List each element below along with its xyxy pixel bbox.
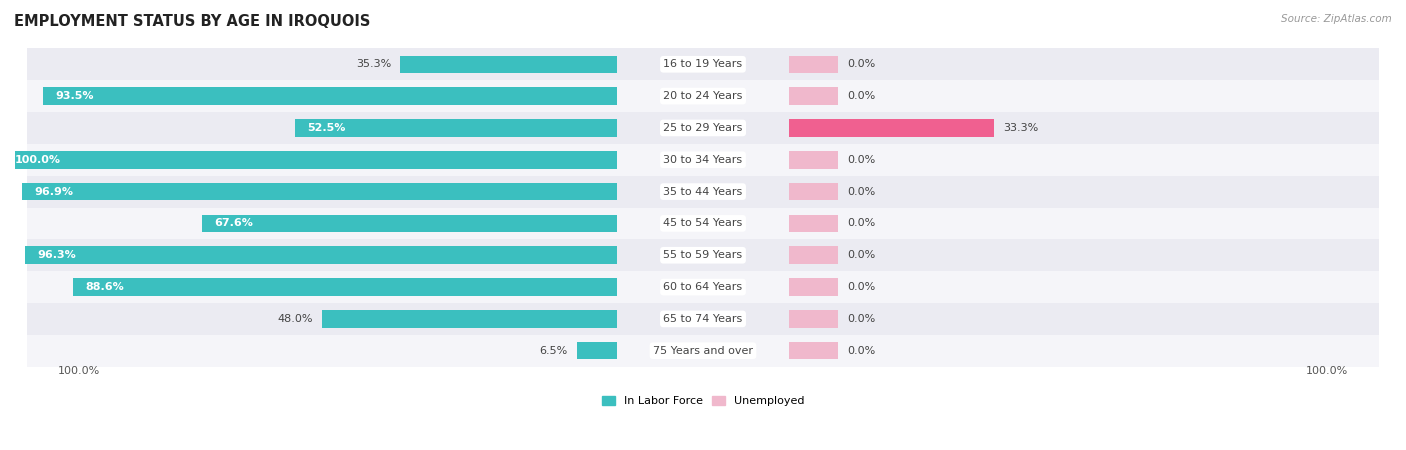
Text: 33.3%: 33.3% xyxy=(1002,123,1038,133)
Bar xyxy=(21,183,617,200)
Bar xyxy=(27,80,1379,112)
Text: 0.0%: 0.0% xyxy=(848,282,876,292)
Text: EMPLOYMENT STATUS BY AGE IN IROQUOIS: EMPLOYMENT STATUS BY AGE IN IROQUOIS xyxy=(14,14,370,28)
Text: 88.6%: 88.6% xyxy=(84,282,124,292)
Bar xyxy=(27,239,1379,271)
Bar xyxy=(27,207,1379,239)
Bar xyxy=(789,151,838,168)
Bar xyxy=(27,335,1379,367)
Bar xyxy=(401,55,617,73)
Bar xyxy=(294,119,617,137)
Bar xyxy=(27,303,1379,335)
Text: 35.3%: 35.3% xyxy=(356,59,391,69)
Bar xyxy=(789,55,838,73)
Text: 20 to 24 Years: 20 to 24 Years xyxy=(664,91,742,101)
Text: 65 to 74 Years: 65 to 74 Years xyxy=(664,314,742,324)
Bar xyxy=(25,247,617,264)
Text: 0.0%: 0.0% xyxy=(848,218,876,229)
Text: 96.3%: 96.3% xyxy=(38,250,76,260)
Text: 0.0%: 0.0% xyxy=(848,59,876,69)
Text: 75 Years and over: 75 Years and over xyxy=(652,346,754,356)
Bar xyxy=(3,151,617,168)
Text: 100.0%: 100.0% xyxy=(58,366,100,376)
Text: 0.0%: 0.0% xyxy=(848,187,876,197)
Text: 6.5%: 6.5% xyxy=(540,346,568,356)
Text: 0.0%: 0.0% xyxy=(848,91,876,101)
Bar xyxy=(789,342,838,360)
Text: 93.5%: 93.5% xyxy=(55,91,93,101)
Bar xyxy=(789,247,838,264)
Bar xyxy=(27,271,1379,303)
Text: 55 to 59 Years: 55 to 59 Years xyxy=(664,250,742,260)
Bar xyxy=(27,112,1379,144)
Text: 30 to 34 Years: 30 to 34 Years xyxy=(664,155,742,165)
Bar xyxy=(27,176,1379,207)
Bar xyxy=(27,48,1379,80)
Text: 0.0%: 0.0% xyxy=(848,314,876,324)
Text: 16 to 19 Years: 16 to 19 Years xyxy=(664,59,742,69)
Bar xyxy=(789,310,838,328)
Text: Source: ZipAtlas.com: Source: ZipAtlas.com xyxy=(1281,14,1392,23)
Bar xyxy=(789,215,838,232)
Text: 100.0%: 100.0% xyxy=(15,155,60,165)
Text: 100.0%: 100.0% xyxy=(1306,366,1348,376)
Text: 0.0%: 0.0% xyxy=(848,250,876,260)
Bar xyxy=(576,342,617,360)
Bar xyxy=(27,144,1379,176)
Text: 45 to 54 Years: 45 to 54 Years xyxy=(664,218,742,229)
Text: 48.0%: 48.0% xyxy=(277,314,314,324)
Text: 0.0%: 0.0% xyxy=(848,346,876,356)
Bar xyxy=(789,87,838,105)
Bar xyxy=(322,310,617,328)
Legend: In Labor Force, Unemployed: In Labor Force, Unemployed xyxy=(598,391,808,410)
Bar xyxy=(789,183,838,200)
Text: 60 to 64 Years: 60 to 64 Years xyxy=(664,282,742,292)
Bar xyxy=(73,278,617,296)
Bar xyxy=(42,87,617,105)
Bar xyxy=(201,215,617,232)
Bar xyxy=(789,278,838,296)
Text: 25 to 29 Years: 25 to 29 Years xyxy=(664,123,742,133)
Text: 67.6%: 67.6% xyxy=(214,218,253,229)
Text: 52.5%: 52.5% xyxy=(307,123,344,133)
Text: 96.9%: 96.9% xyxy=(34,187,73,197)
Text: 35 to 44 Years: 35 to 44 Years xyxy=(664,187,742,197)
Bar xyxy=(789,119,994,137)
Text: 0.0%: 0.0% xyxy=(848,155,876,165)
